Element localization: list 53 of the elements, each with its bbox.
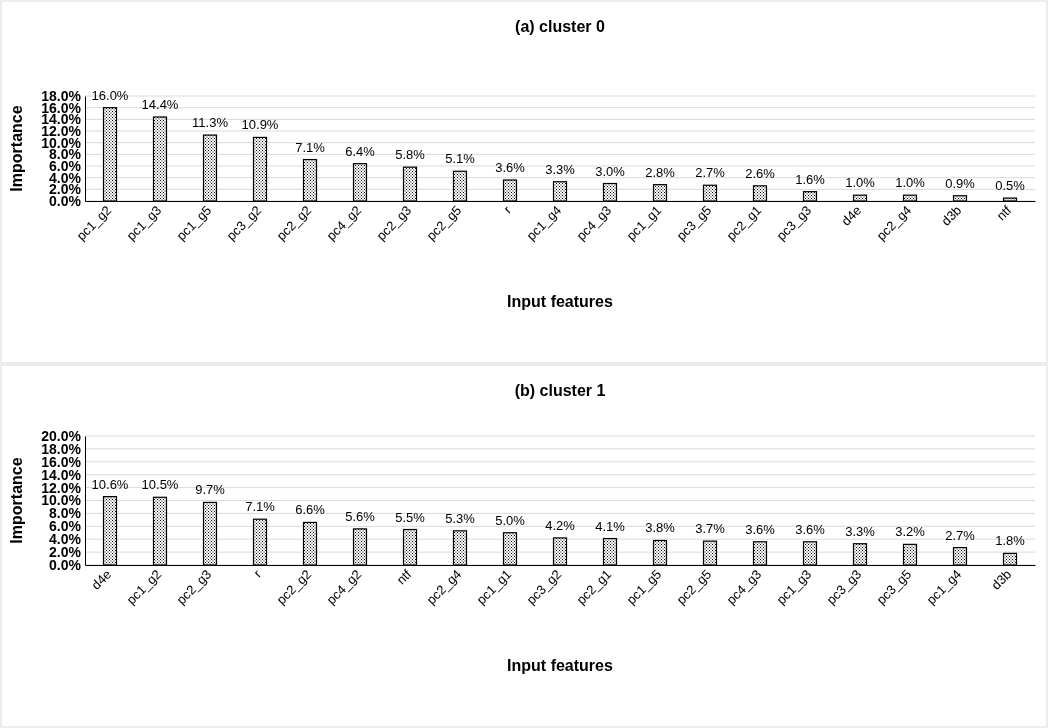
data-label: 3.0% xyxy=(595,163,626,179)
data-label: 5.6% xyxy=(345,508,376,524)
x-tick-label: r xyxy=(500,202,515,217)
x-tick-label: r xyxy=(250,566,265,581)
data-label: 5.5% xyxy=(395,509,426,525)
x-tick-label: ntf xyxy=(393,566,415,588)
data-label: 5.0% xyxy=(495,512,526,528)
data-label: 3.6% xyxy=(795,521,826,537)
data-label: 3.6% xyxy=(495,160,526,175)
data-label: 3.3% xyxy=(545,161,576,177)
data-label: 6.4% xyxy=(345,143,376,159)
data-label: 1.0% xyxy=(845,175,876,191)
chart-title: (b) cluster 1 xyxy=(514,382,606,399)
data-label: 3.2% xyxy=(895,524,926,540)
data-label: 1.6% xyxy=(795,171,826,187)
data-label: 3.3% xyxy=(845,523,876,539)
x-tick-label: ntf xyxy=(993,202,1015,224)
data-label: 7.1% xyxy=(245,499,276,515)
x-tick-label: d4e xyxy=(838,202,865,229)
chart-title: (a) cluster 0 xyxy=(515,18,606,35)
data-label: 3.6% xyxy=(745,521,776,537)
data-label: 4.1% xyxy=(595,518,626,534)
y-axis-title: Importance xyxy=(8,457,25,544)
data-label: 10.5% xyxy=(141,477,179,493)
data-label: 2.8% xyxy=(645,164,676,180)
data-label: 7.1% xyxy=(295,139,326,155)
x-tick-label: d3b xyxy=(938,202,965,229)
data-label: 10.9% xyxy=(241,117,279,133)
data-label: 14.4% xyxy=(141,97,179,112)
data-label: 0.9% xyxy=(945,175,976,191)
data-label: 5.3% xyxy=(445,510,476,526)
y-tick-label: 18.0% xyxy=(41,87,82,104)
data-label: 2.7% xyxy=(695,165,726,181)
data-label: 5.1% xyxy=(445,151,476,167)
data-label: 5.8% xyxy=(395,147,426,163)
data-label: 3.7% xyxy=(695,521,726,537)
data-label: 10.6% xyxy=(91,476,129,492)
data-label: 2.6% xyxy=(745,165,776,181)
data-label: 9.7% xyxy=(195,482,226,498)
y-axis-title: Importance xyxy=(8,105,25,192)
data-label: 6.6% xyxy=(295,502,326,518)
data-label: 4.2% xyxy=(545,517,576,533)
data-label: 0.5% xyxy=(995,178,1026,194)
data-label: 3.8% xyxy=(645,520,676,536)
data-label: 16.0% xyxy=(91,87,129,103)
data-label: 11.3% xyxy=(192,115,229,131)
data-label: 1.8% xyxy=(995,533,1026,549)
x-axis-title: Input features xyxy=(507,293,613,310)
data-label: 1.0% xyxy=(895,175,926,191)
x-tick-label: d3b xyxy=(988,566,1015,593)
x-tick-label: d4e xyxy=(88,566,115,593)
x-axis-title: Input features xyxy=(507,657,613,674)
data-label: 2.7% xyxy=(945,527,976,543)
